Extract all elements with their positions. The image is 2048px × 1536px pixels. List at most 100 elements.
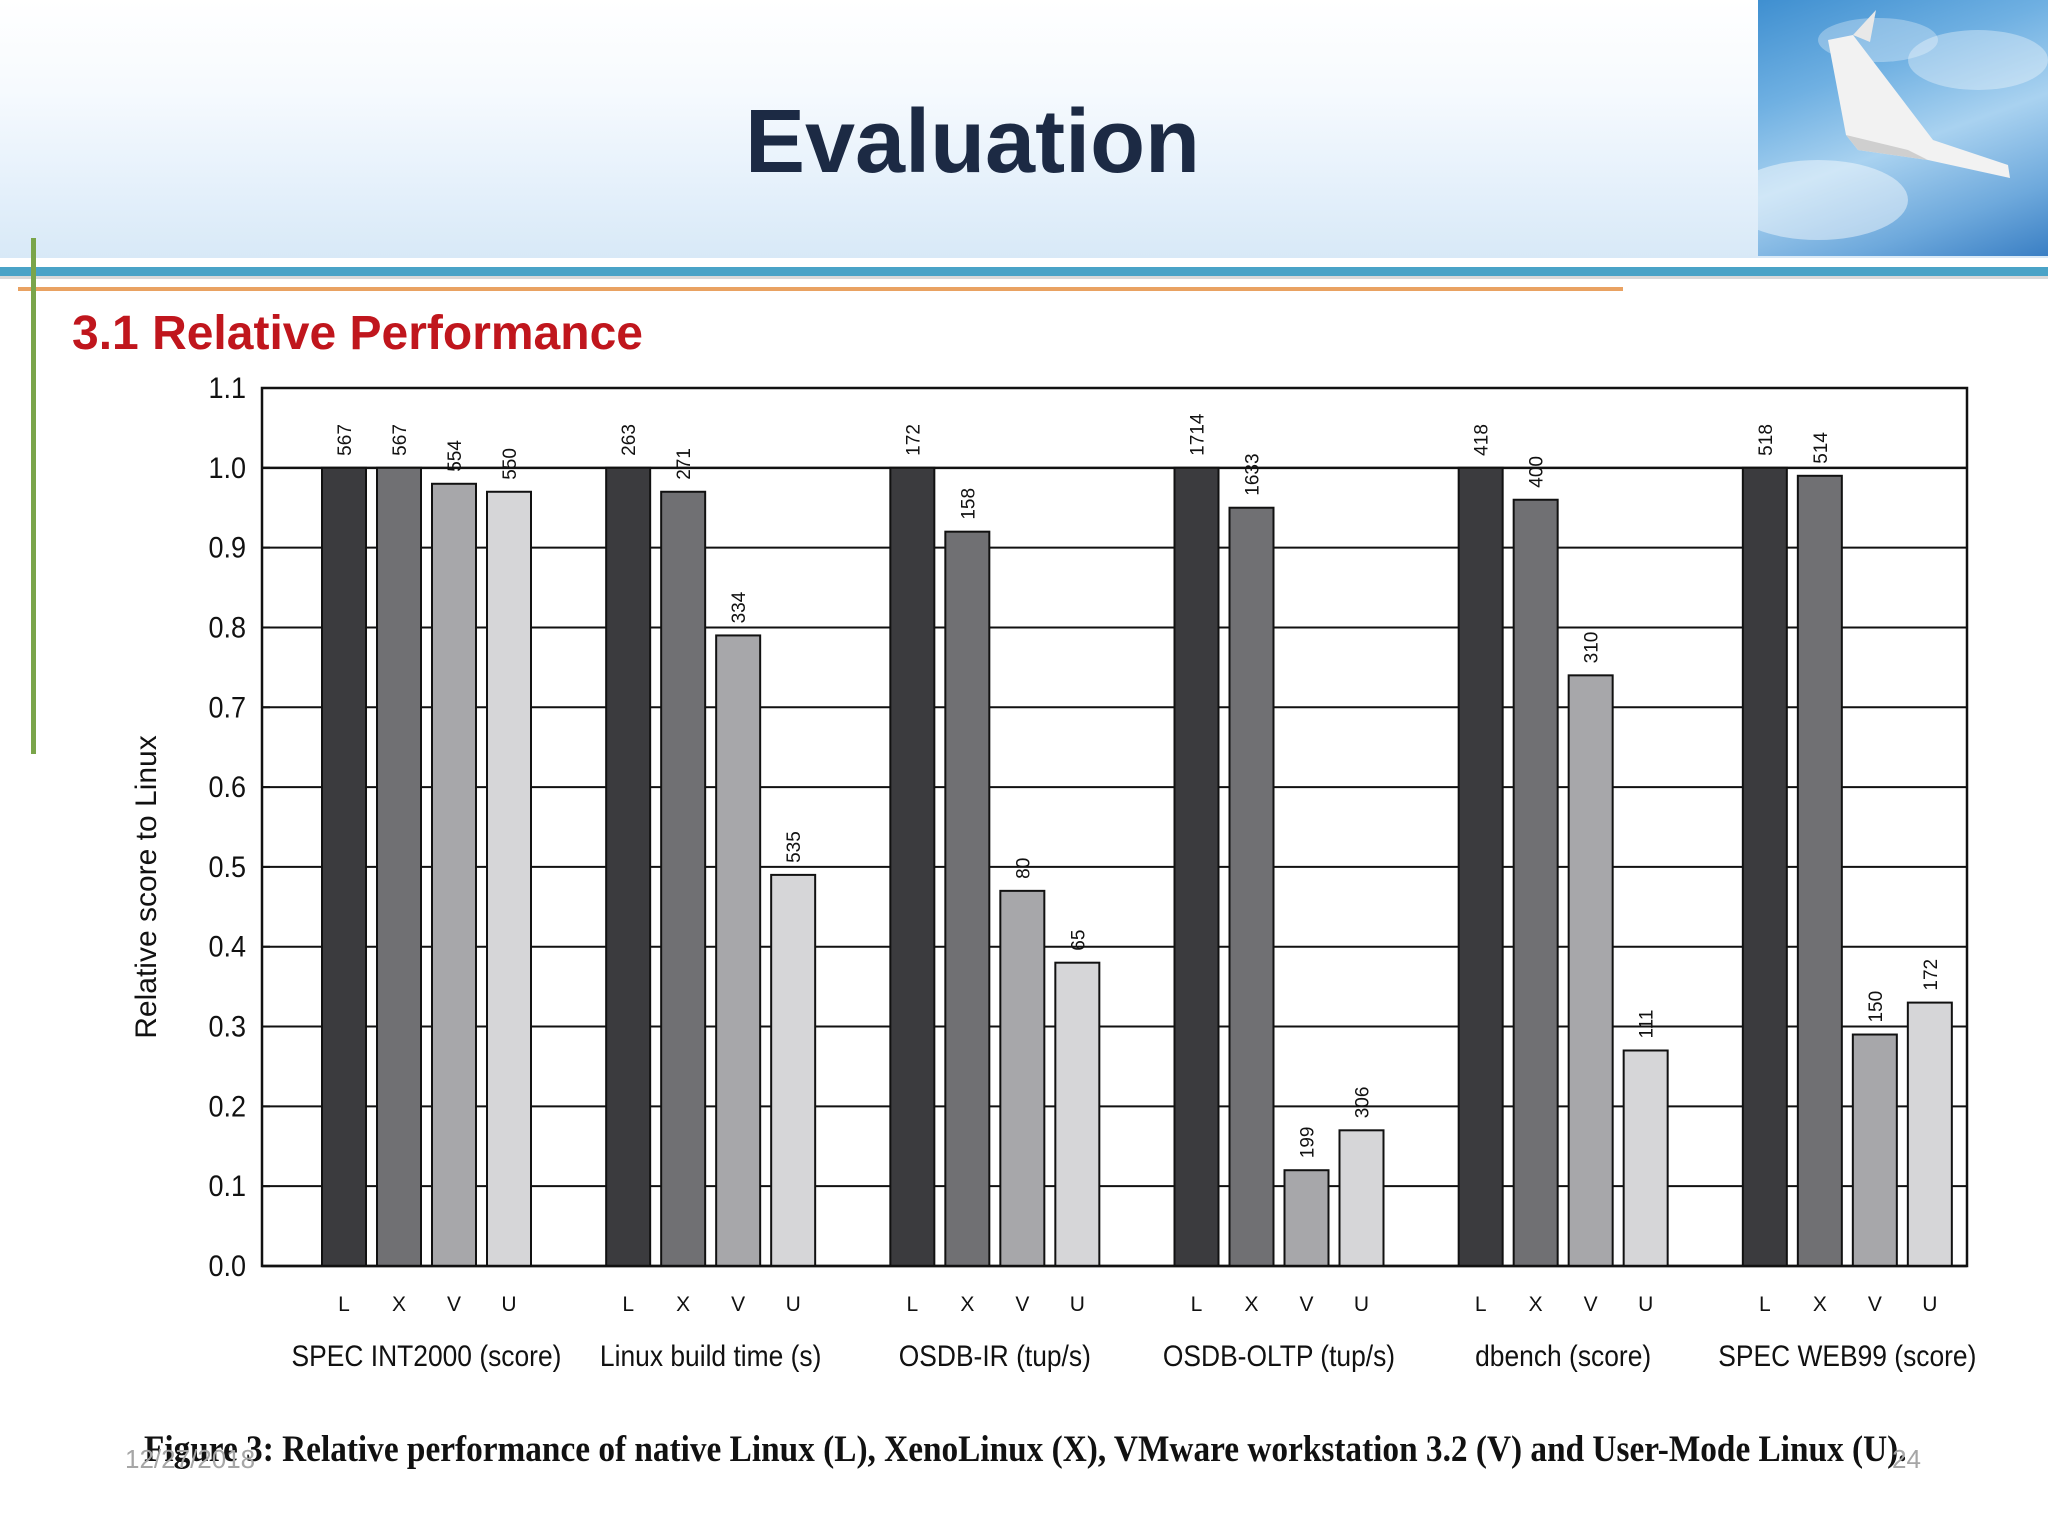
bar [1228, 506, 1275, 1267]
y-tick-label: 0.9 [208, 531, 246, 565]
y-tick-label: 0.7 [208, 691, 246, 725]
bar [770, 873, 817, 1268]
bar-value-label: 334 [729, 591, 750, 623]
bar [1512, 498, 1559, 1267]
bar-category-label: U [1070, 1293, 1085, 1316]
bar-value-label: 567 [390, 424, 411, 456]
bar-value-label: 306 [1353, 1087, 1374, 1119]
bar-category-label: X [1813, 1293, 1827, 1316]
bar [1173, 466, 1220, 1267]
bar-value-label: 172 [903, 424, 924, 456]
bar-category-label: X [960, 1293, 974, 1316]
header-banner [0, 0, 2048, 258]
bar-category-label: L [622, 1293, 634, 1316]
bar [944, 530, 991, 1267]
bar-category-label: U [1922, 1293, 1937, 1316]
group-label: SPEC INT2000 (score) [292, 1338, 562, 1372]
header-rule-shadow [0, 276, 2048, 279]
bar [1457, 466, 1504, 1267]
bar-value-label: 554 [445, 440, 466, 472]
bar-value-label: 199 [1298, 1127, 1319, 1159]
bar-value-label: 1633 [1243, 453, 1264, 495]
bar-value-label: 514 [1811, 432, 1832, 464]
bar-category-label: X [392, 1293, 406, 1316]
aircraft-photo [1758, 0, 2048, 256]
bar [1796, 474, 1843, 1267]
bar-value-label: 400 [1527, 456, 1548, 488]
bar-category-label: L [1475, 1293, 1487, 1316]
bar-category-label: X [676, 1293, 690, 1316]
y-tick-label: 0.5 [208, 851, 246, 885]
bar-category-label: U [1354, 1293, 1369, 1316]
bar [1906, 1001, 1953, 1267]
plot-area [262, 388, 1967, 1266]
y-tick-label: 0.0 [208, 1250, 246, 1284]
bar-category-label: L [1191, 1293, 1203, 1316]
bar-value-label: 310 [1582, 632, 1603, 664]
bar-category-label: L [906, 1293, 918, 1316]
plot-frame [260, 386, 1969, 1268]
y-tick-label: 0.3 [208, 1010, 246, 1044]
bar [1283, 1169, 1330, 1267]
bar-category-label: U [501, 1293, 516, 1316]
y-tick-label: 0.8 [208, 611, 246, 645]
bar [660, 490, 707, 1268]
group-label: dbench (score) [1475, 1338, 1651, 1372]
bar-category-label: L [1759, 1293, 1771, 1316]
bar-value-label: 172 [1921, 959, 1942, 991]
bar-category-label: V [1299, 1293, 1313, 1316]
bar-value-label: 150 [1866, 991, 1887, 1023]
bar-value-label: 418 [1472, 424, 1493, 456]
accent-rule [18, 287, 1623, 291]
bar [715, 634, 762, 1267]
bar-category-label: V [447, 1293, 461, 1316]
y-axis-label: Relative score to Linux [130, 735, 163, 1039]
bar-value-label: 158 [958, 488, 979, 520]
bar-category-label: X [1529, 1293, 1543, 1316]
bar [1622, 1049, 1669, 1268]
bar-category-label: U [1638, 1293, 1653, 1316]
bar [486, 490, 532, 1268]
bar-value-label: 111 [1637, 1010, 1658, 1039]
bar-value-label: 567 [335, 424, 356, 456]
bar-category-label: V [731, 1293, 745, 1316]
bar [999, 889, 1046, 1267]
y-tick-label: 0.2 [208, 1090, 246, 1124]
group-label: Linux build time (s) [600, 1338, 821, 1372]
bar-value-label: 535 [784, 831, 805, 863]
bar-value-label: 550 [500, 448, 521, 480]
bar-category-label: L [338, 1293, 350, 1316]
slide-title: Evaluation [744, 92, 1201, 192]
figure-caption: Figure 3: Relative performance of native… [144, 1429, 1907, 1470]
bar-category-label: V [1584, 1293, 1598, 1316]
y-tick-label: 1.0 [208, 452, 246, 486]
accent-bar [31, 238, 36, 754]
y-tick-label: 0.4 [208, 930, 246, 964]
bar [321, 466, 367, 1267]
y-tick-label: 0.1 [208, 1170, 246, 1204]
bar [1851, 1033, 1898, 1267]
bar [1338, 1129, 1385, 1267]
bar [376, 466, 422, 1267]
slide-date: 12/27/2018 [125, 1444, 256, 1474]
bar [1567, 674, 1614, 1267]
bar [431, 482, 477, 1268]
y-tick-label: 1.1 [208, 372, 246, 406]
bar-value-label: 271 [674, 448, 695, 480]
bar-category-label: U [786, 1293, 801, 1316]
bar-category-label: V [1015, 1293, 1029, 1316]
group-label: SPEC WEB99 (score) [1718, 1338, 1976, 1372]
bar [605, 466, 652, 1267]
bar-value-label: 263 [619, 424, 640, 456]
page-number: 24 [1892, 1444, 1921, 1474]
section-heading: 3.1 Relative Performance [72, 307, 643, 360]
bar-value-label: 65 [1068, 930, 1089, 951]
bar-category-label: X [1244, 1293, 1258, 1316]
bar-value-label: 1714 [1188, 413, 1209, 456]
bar [889, 466, 936, 1267]
y-tick-label: 0.6 [208, 771, 246, 805]
bar-value-label: 518 [1756, 424, 1777, 456]
bar [1741, 466, 1788, 1267]
